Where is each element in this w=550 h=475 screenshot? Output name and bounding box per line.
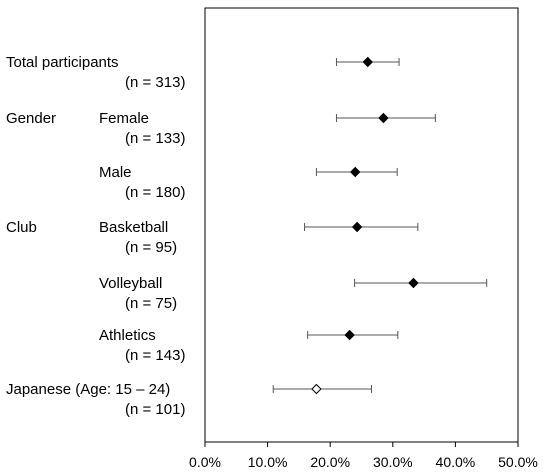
plot-border [204,7,519,443]
x-tick-label: 0.0% [189,454,221,470]
row-label: Male [99,164,132,181]
row-n-label: (n = 180) [125,184,185,201]
group-label: Gender [6,110,56,127]
group-label: Total participants [6,54,119,71]
plot-area [204,7,519,443]
row-n-label: (n = 101) [125,401,185,418]
row-label: Basketball [99,219,168,236]
group-label: Japanese (Age: 15 – 24) [6,381,170,398]
row-n-label: (n = 313) [125,74,185,91]
point-estimate-diamond [378,112,389,124]
row-n-label: (n = 95) [125,239,177,256]
row-labels: Total participants (n = 313) Gender Female (… [6,54,185,418]
row-label: Athletics [99,327,156,344]
data-marks [272,56,488,395]
row-n-label: (n = 75) [125,295,177,312]
point-estimate-diamond-open [311,383,322,395]
point-estimate-diamond [362,56,373,68]
row-n-label: (n = 133) [125,130,185,147]
x-tick-label: 10.0% [248,454,288,470]
point-estimate-diamond [408,277,419,289]
point-estimate-diamond [350,166,361,178]
x-tick-label: 40.0% [436,454,476,470]
row-n-label: (n = 143) [125,347,185,364]
point-estimate-diamond [351,221,363,233]
row-label: Volleyball [99,275,162,292]
row-label: Female [99,110,149,127]
x-tick-label: 50.0% [498,454,538,470]
point-estimate-diamond [344,329,355,341]
x-tick-label: 20.0% [310,454,350,470]
group-label: Club [6,219,37,236]
x-axis: 0.0% 10.0% 20.0% 30.0% 40.0% 50.0% [189,442,538,470]
x-tick-label: 30.0% [373,454,413,470]
